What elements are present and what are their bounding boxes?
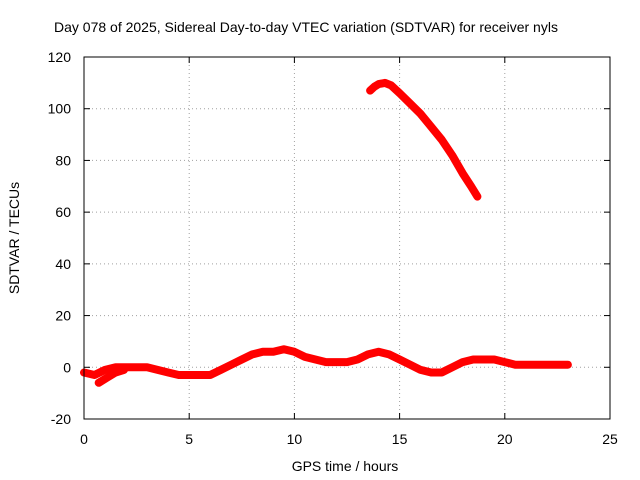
- y-tick-label: 20: [55, 308, 71, 324]
- x-tick-label: 10: [287, 431, 303, 447]
- x-tick-label: 15: [392, 431, 408, 447]
- y-tick-label: 100: [48, 101, 72, 117]
- chart-title: Day 078 of 2025, Sidereal Day-to-day VTE…: [54, 19, 558, 35]
- y-axis-label: SDTVAR / TECUs: [6, 182, 22, 294]
- y-tick-label: 0: [63, 359, 71, 375]
- y-tick-label: 40: [55, 256, 71, 272]
- grid: [84, 57, 610, 419]
- x-tick-label: 25: [602, 431, 618, 447]
- y-tick-label: 60: [55, 204, 71, 220]
- y-tick-label: 120: [48, 49, 72, 65]
- plot-frame: [83, 56, 611, 420]
- y-tick-label: -20: [51, 411, 71, 427]
- series-line-1: [80, 345, 572, 379]
- x-tick-label: 20: [497, 431, 513, 447]
- series-layer: [80, 78, 572, 387]
- series-line-2: [94, 365, 128, 387]
- axis-ticks: [83, 56, 611, 420]
- x-tick-label: 0: [80, 431, 88, 447]
- series-line-3: [366, 78, 482, 201]
- x-tick-labels: 0 5 10 15 20 25: [80, 431, 618, 447]
- y-tick-labels: -20 0 20 40 60 80 100 120: [48, 49, 72, 427]
- x-axis-label: GPS time / hours: [292, 458, 399, 474]
- x-tick-label: 5: [185, 431, 193, 447]
- y-tick-label: 80: [55, 152, 71, 168]
